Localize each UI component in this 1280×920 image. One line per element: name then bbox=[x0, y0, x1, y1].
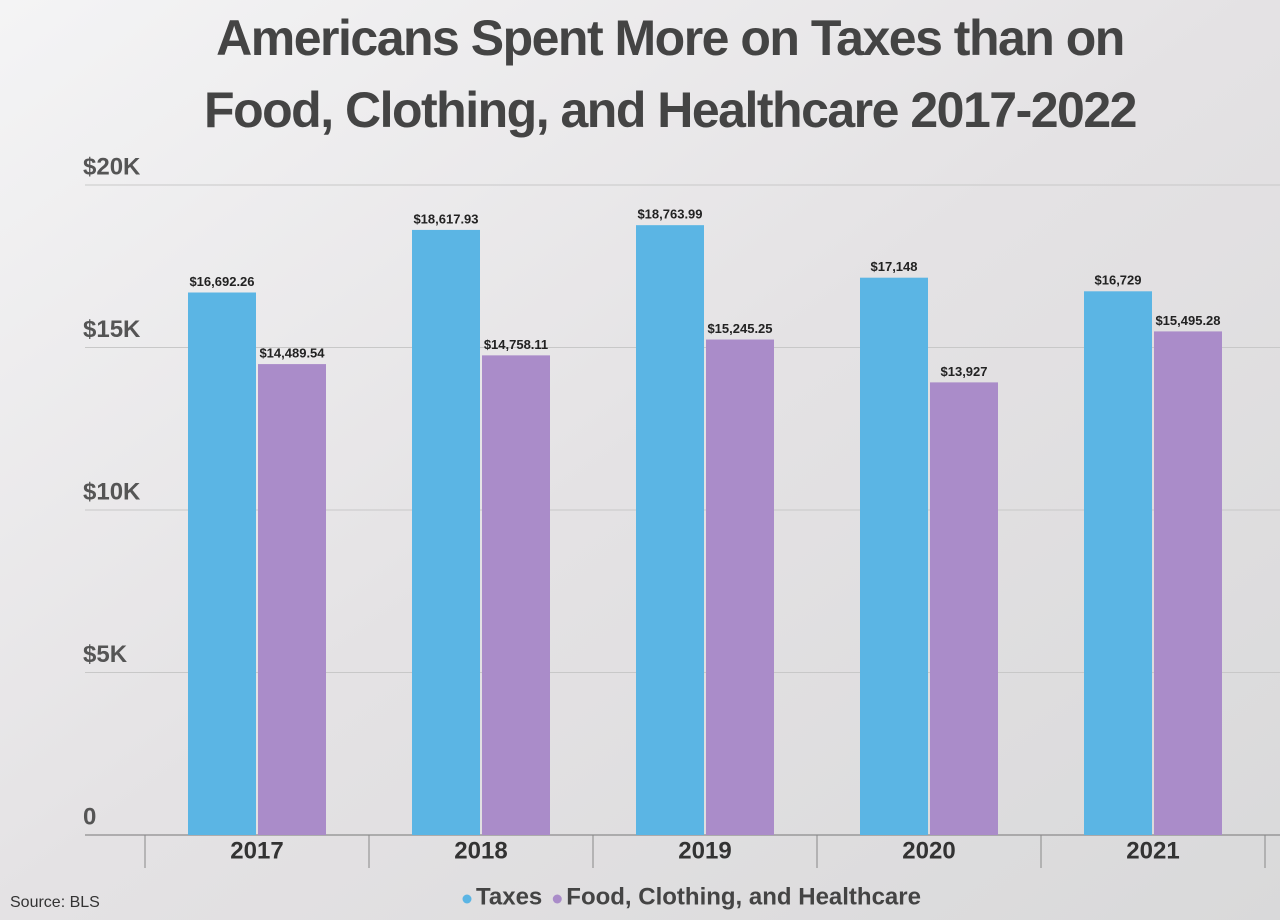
bar bbox=[258, 364, 326, 835]
bar bbox=[482, 355, 550, 835]
value-label: $13,927 bbox=[941, 364, 988, 379]
value-label: $16,692.26 bbox=[189, 274, 254, 289]
bar bbox=[1154, 331, 1222, 835]
y-tick-label: $10K bbox=[83, 478, 141, 505]
legend-marker bbox=[552, 894, 562, 904]
value-label: $17,148 bbox=[871, 259, 918, 274]
value-label: $16,729 bbox=[1095, 273, 1142, 288]
y-tick-label: $5K bbox=[83, 641, 128, 668]
bar bbox=[412, 229, 480, 835]
y-tick-label: $20K bbox=[83, 153, 141, 180]
value-label: $18,617.93 bbox=[413, 211, 478, 226]
bar bbox=[860, 277, 928, 835]
chart-title: Americans Spent More on Taxes than on bbox=[216, 10, 1124, 66]
legend-marker bbox=[462, 894, 472, 904]
value-label: $15,245.25 bbox=[707, 321, 772, 336]
chart-subtitle: Food, Clothing, and Healthcare 2017-2022 bbox=[204, 82, 1136, 138]
value-label: $14,489.54 bbox=[259, 346, 325, 361]
value-label: $15,495.28 bbox=[1155, 313, 1220, 328]
legend-label: Food, Clothing, and Healthcare bbox=[566, 883, 921, 910]
legend-label: Taxes bbox=[476, 883, 542, 910]
x-tick-label: 2021 bbox=[1126, 837, 1179, 864]
bar bbox=[1084, 291, 1152, 835]
y-tick-label: $15K bbox=[83, 316, 141, 343]
bar bbox=[706, 339, 774, 835]
source: Source: BLS bbox=[10, 894, 100, 911]
bar bbox=[930, 382, 998, 835]
x-tick-label: 2017 bbox=[230, 837, 283, 864]
x-tick-label: 2020 bbox=[902, 837, 955, 864]
x-tick-label: 2019 bbox=[678, 837, 731, 864]
bar bbox=[636, 225, 704, 836]
x-tick-label: 2018 bbox=[454, 837, 507, 864]
value-label: $18,763.99 bbox=[637, 207, 702, 222]
y-tick-label: 0 bbox=[83, 803, 96, 830]
value-label: $14,758.11 bbox=[484, 337, 548, 352]
bar bbox=[188, 292, 256, 835]
